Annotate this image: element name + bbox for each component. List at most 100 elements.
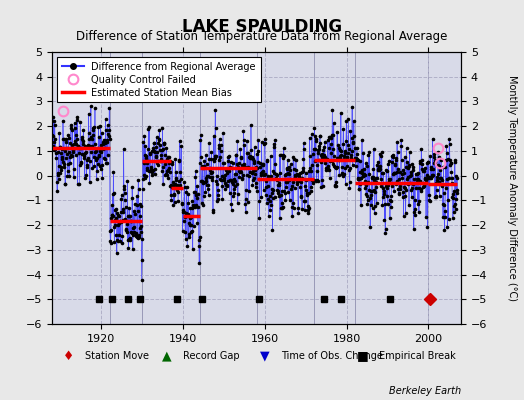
Point — [206, 164, 214, 171]
Point — [412, 185, 420, 191]
Point — [440, 190, 448, 196]
Point — [451, 157, 459, 164]
Point — [189, 245, 197, 252]
Point — [276, 152, 285, 158]
Point — [424, 192, 433, 198]
Point — [158, 124, 167, 131]
Point — [94, 124, 103, 130]
Point — [188, 228, 196, 234]
Point — [298, 168, 307, 175]
Point — [156, 158, 165, 164]
Point — [297, 194, 305, 201]
Point — [169, 202, 178, 208]
Point — [112, 206, 120, 212]
Point — [95, 163, 104, 169]
Point — [109, 213, 117, 220]
Point — [430, 159, 439, 166]
Point — [208, 168, 216, 175]
Point — [92, 147, 100, 154]
Point — [161, 172, 169, 178]
Point — [86, 157, 94, 164]
Point — [434, 149, 442, 156]
Point — [315, 146, 323, 152]
Point — [268, 186, 276, 192]
Point — [141, 173, 150, 180]
Point — [73, 114, 81, 121]
Point — [368, 174, 376, 180]
Point — [244, 150, 252, 156]
Point — [165, 165, 173, 172]
Point — [306, 165, 314, 171]
Point — [112, 232, 121, 238]
Point — [126, 213, 135, 219]
Point — [180, 178, 189, 185]
Point — [227, 206, 236, 213]
Point — [142, 155, 150, 161]
Point — [75, 180, 83, 187]
Point — [325, 145, 333, 152]
Point — [162, 156, 171, 162]
Point — [214, 192, 223, 198]
Point — [281, 196, 290, 203]
Point — [51, 146, 59, 152]
Point — [359, 150, 367, 156]
Point — [318, 177, 326, 183]
Point — [259, 187, 268, 194]
Point — [97, 142, 106, 148]
Point — [147, 164, 155, 171]
Point — [392, 168, 401, 175]
Point — [450, 208, 458, 215]
Point — [48, 132, 57, 138]
Point — [337, 151, 345, 158]
Point — [322, 164, 330, 171]
Point — [169, 191, 178, 198]
Point — [83, 162, 91, 168]
Point — [50, 147, 58, 154]
Point — [433, 171, 442, 178]
Point — [185, 231, 193, 237]
Point — [193, 194, 201, 201]
Point — [200, 163, 208, 170]
Point — [182, 184, 191, 190]
Point — [342, 118, 351, 124]
Point — [406, 180, 414, 186]
Point — [173, 182, 182, 189]
Point — [261, 135, 269, 142]
Point — [425, 197, 434, 204]
Point — [64, 132, 73, 138]
Point — [200, 158, 209, 164]
Point — [209, 209, 217, 215]
Point — [280, 190, 289, 196]
Point — [144, 126, 152, 132]
Point — [167, 192, 175, 198]
Point — [134, 186, 143, 192]
Point — [323, 156, 331, 162]
Point — [387, 153, 396, 159]
Point — [187, 214, 195, 220]
Point — [431, 156, 440, 163]
Point — [249, 174, 258, 181]
Point — [163, 168, 171, 174]
Text: ▲: ▲ — [162, 350, 172, 362]
Point — [363, 201, 372, 207]
Point — [177, 143, 185, 149]
Point — [357, 166, 366, 173]
Point — [199, 179, 208, 186]
Point — [451, 200, 460, 207]
Point — [233, 138, 242, 144]
Point — [69, 166, 78, 172]
Point — [174, 198, 182, 204]
Point — [238, 176, 246, 182]
Point — [396, 169, 404, 176]
Point — [216, 154, 224, 160]
Point — [76, 119, 84, 125]
Point — [359, 171, 368, 177]
Point — [290, 166, 298, 172]
Point — [449, 214, 457, 221]
Point — [315, 143, 324, 149]
Point — [250, 144, 259, 150]
Point — [69, 149, 78, 156]
Point — [438, 181, 446, 188]
Point — [128, 195, 137, 202]
Point — [418, 161, 426, 168]
